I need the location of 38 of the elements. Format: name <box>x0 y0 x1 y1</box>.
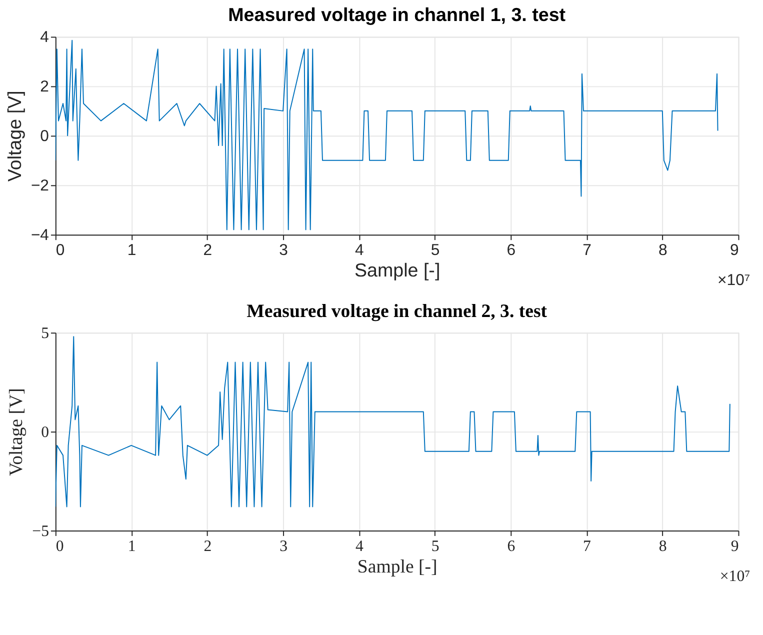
y-tick-label: 5 <box>41 325 50 342</box>
y-tick-label: −5 <box>32 522 50 540</box>
x-tick-label: 5 <box>431 538 440 555</box>
x-tick-label: 6 <box>507 538 516 555</box>
line-series <box>55 336 730 508</box>
y-axis-title: Voltage [V] <box>6 388 28 476</box>
text: ×10⁷ <box>720 568 750 585</box>
y-tick-label: 2 <box>40 78 49 96</box>
y-tick-label: 0 <box>41 424 50 442</box>
x-tick-label: 4 <box>355 538 364 555</box>
x-tick-label: 3 <box>280 538 288 555</box>
x-tick-label: 8 <box>658 242 668 259</box>
x-tick-label: 3 <box>279 242 288 259</box>
y-tick-label: 4 <box>40 29 50 46</box>
x-tick-label: 1 <box>128 538 136 555</box>
chart-title: Measured voltage in channel 1, 3. test <box>228 4 566 25</box>
x-axis-title: Sample [-] <box>357 556 438 578</box>
y-tick-label: 0 <box>40 128 50 146</box>
text: ×10⁷ <box>718 272 750 290</box>
x-tick-label: 8 <box>658 538 667 555</box>
x-tick-label: 7 <box>582 242 592 259</box>
line-series <box>55 40 718 230</box>
x-tick-label: 0 <box>56 538 64 555</box>
x-tick-label: 6 <box>506 242 516 259</box>
x-axis-title: Sample [-] <box>354 260 440 281</box>
x-tick-label: 0 <box>56 242 65 259</box>
x-tick-label: 7 <box>583 538 592 555</box>
x-tick-label: 5 <box>430 242 440 259</box>
y-tick-label: −4 <box>30 227 50 244</box>
x-tick-label: 9 <box>730 538 739 555</box>
y-tick-label: −2 <box>30 178 49 195</box>
x-tick-label: 2 <box>203 242 212 259</box>
x-tick-label: 1 <box>127 242 136 259</box>
x-tick-label: 9 <box>730 242 739 259</box>
x-tick-label: 4 <box>354 242 364 259</box>
y-axis-title: Voltage [V] <box>4 90 26 182</box>
x-tick-label: 2 <box>204 538 212 555</box>
chart-title: Measured voltage in channel 2, 3. test <box>246 300 548 322</box>
